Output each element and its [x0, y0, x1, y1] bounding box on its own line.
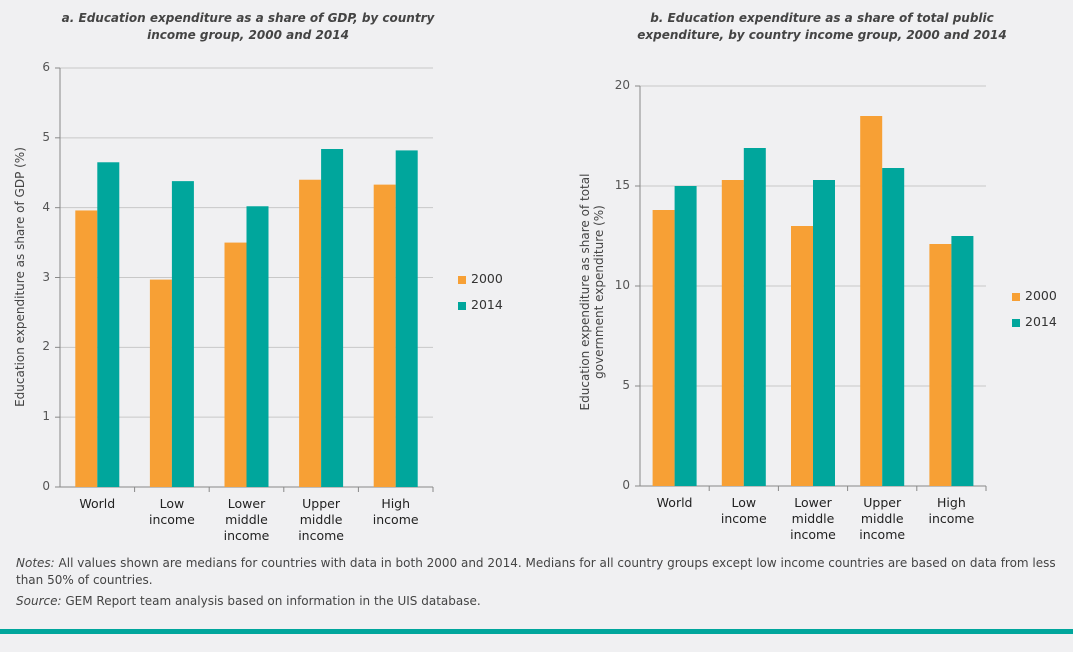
y-tick-label: 5	[622, 378, 630, 392]
bar	[299, 179, 322, 487]
bar	[395, 150, 418, 488]
bar	[674, 186, 697, 486]
x-tick-label: World	[79, 496, 116, 511]
y-tick-label: 20	[614, 78, 630, 92]
bar	[791, 226, 813, 486]
bar	[171, 181, 194, 487]
y-tick-label: 15	[614, 178, 630, 192]
chart-title: b. Education expenditure as a share of t…	[637, 11, 1007, 42]
x-tick-label: World	[656, 495, 693, 510]
x-tick-label: Upper middle income	[298, 496, 344, 543]
source-text: GEM Report team analysis based on inform…	[65, 594, 481, 608]
legend-swatch	[458, 276, 466, 284]
y-tick-label: 1	[42, 409, 50, 424]
bar	[224, 242, 247, 487]
bar	[652, 210, 675, 486]
y-tick-label: 0	[622, 478, 630, 492]
bar	[149, 279, 172, 487]
source: Source: GEM Report team analysis based o…	[16, 593, 1061, 610]
notes-label: Notes:	[16, 556, 55, 570]
bar	[882, 168, 905, 486]
legend-swatch	[1012, 293, 1020, 301]
bar	[929, 244, 952, 486]
y-axis-label: Education expenditure as share of total …	[578, 173, 606, 411]
y-tick-label: 2	[42, 339, 50, 354]
legend-label: 2014	[1025, 314, 1057, 329]
notes-text: All values shown are medians for countri…	[16, 556, 1056, 587]
y-tick-label: 4	[42, 199, 50, 214]
notes: Notes: All values shown are medians for …	[16, 555, 1061, 589]
bar	[75, 210, 98, 487]
x-tick-label: Low income	[720, 495, 767, 526]
y-tick-label: 3	[42, 269, 50, 284]
x-tick-label: Upper middle income	[859, 495, 906, 542]
legend-label: 2000	[1025, 288, 1057, 303]
legend-label: 2014	[471, 297, 503, 312]
chart-title: a. Education expenditure as a share of G…	[61, 11, 435, 42]
bar	[321, 149, 344, 488]
bar	[860, 116, 883, 486]
x-tick-label: Lower middle income	[790, 495, 836, 542]
bar	[97, 162, 120, 487]
legend-label: 2000	[471, 271, 503, 286]
x-tick-label: High income	[928, 495, 975, 526]
x-tick-label: Lower middle income	[223, 496, 270, 543]
bar	[246, 206, 269, 487]
footer-bar	[0, 629, 1073, 634]
bar	[813, 180, 835, 486]
y-tick-label: 10	[614, 278, 630, 292]
y-tick-label: 0	[42, 479, 50, 493]
bar	[373, 184, 396, 487]
bar	[721, 180, 744, 486]
bar	[951, 236, 974, 486]
x-tick-label: High income	[372, 496, 419, 527]
bar	[743, 148, 766, 486]
y-tick-label: 5	[42, 129, 50, 144]
legend-swatch	[1012, 319, 1020, 327]
source-label: Source:	[16, 594, 62, 608]
legend-swatch	[458, 302, 466, 310]
x-tick-label: Low income	[148, 496, 195, 527]
y-tick-label: 6	[42, 60, 50, 74]
